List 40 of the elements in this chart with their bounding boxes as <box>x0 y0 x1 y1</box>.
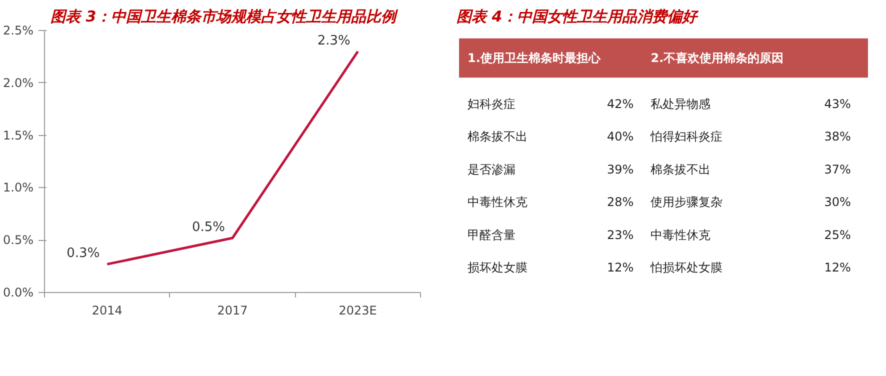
text: 棉条拔不出 <box>468 130 528 144</box>
x-tick-label: 2023E <box>338 304 377 318</box>
text: 42% <box>607 96 634 111</box>
text: 私处异物感 <box>650 96 711 111</box>
text: 2.不喜欢使用棉条的原因 <box>650 51 784 66</box>
data-label: 0.5% <box>192 220 226 236</box>
text: 39% <box>607 162 634 176</box>
text: 妇科炎症 <box>468 96 516 111</box>
text: 12% <box>607 260 634 275</box>
text: 12% <box>824 260 851 275</box>
text: 23% <box>607 228 634 242</box>
text: 甲醛含量 <box>468 228 516 242</box>
data-label: 2.3% <box>317 33 350 48</box>
text: 中毒性休克 <box>468 195 528 210</box>
y-tick-label: 0.0% <box>3 286 34 300</box>
x-tick-label: 2017 <box>217 304 248 318</box>
text: 30% <box>824 195 851 210</box>
text: 43% <box>824 96 851 111</box>
data-label: 0.3% <box>66 246 100 262</box>
text: 中毒性休克 <box>650 228 711 242</box>
y-tick-label: 1.5% <box>3 128 34 142</box>
y-tick-label: 2.5% <box>3 24 34 38</box>
text: 40% <box>607 130 634 144</box>
text: 怕得妇科炎症 <box>650 130 723 144</box>
y-tick-label: 1.0% <box>3 180 34 195</box>
text: 是否渗漏 <box>468 162 516 176</box>
x-tick-label: 2014 <box>92 304 122 318</box>
text: 28% <box>607 195 634 210</box>
text: 使用步骤复杂 <box>650 195 723 210</box>
text: 怕损坏处女膜 <box>650 260 723 275</box>
text: 38% <box>824 130 851 144</box>
text: 图表 4：中国女性卫生用品消费偏好 <box>456 8 700 26</box>
text: 损坏处女膜 <box>468 260 528 275</box>
text: 1.使用卫生棉条时最担心 <box>468 51 602 66</box>
chart-title: 图表 3：中国卫生棉条市场规模占女性卫生用品比例 <box>50 8 400 26</box>
y-tick-label: 0.5% <box>3 233 34 248</box>
text: 棉条拔不出 <box>650 162 711 176</box>
text: 25% <box>824 228 851 242</box>
text: 37% <box>824 162 851 176</box>
y-tick-label: 2.0% <box>3 76 34 90</box>
